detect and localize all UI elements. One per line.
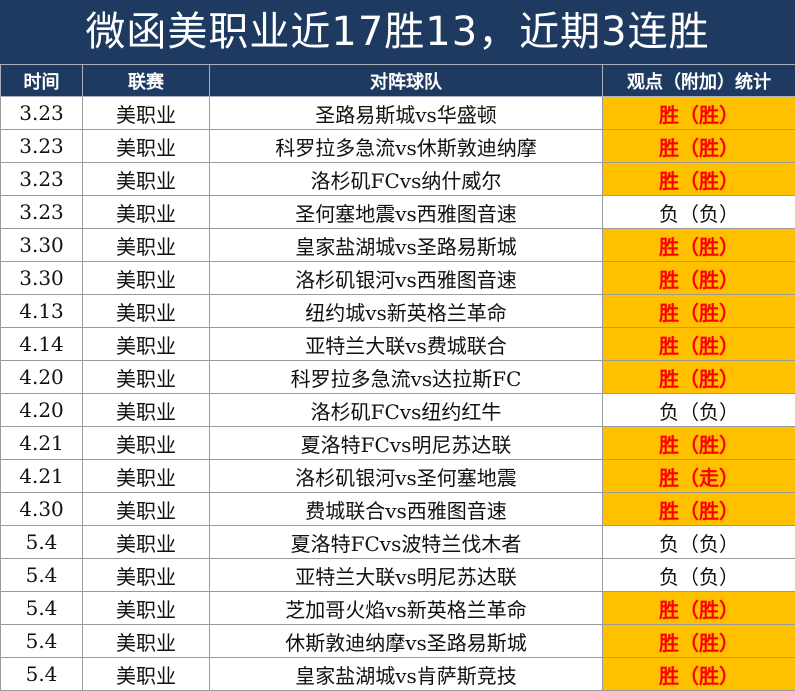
cell-match[interactable]: 纽约城vs新英格兰革命 — [209, 294, 603, 328]
table-row: 5.4 美职业 亚特兰大联vs明尼苏达联 负（负） — [0, 558, 795, 592]
cell-match[interactable]: 圣何塞地震vs西雅图音速 — [209, 195, 603, 229]
cell-date[interactable]: 4.13 — [0, 294, 83, 328]
cell-match[interactable]: 圣路易斯城vs华盛顿 — [209, 96, 603, 130]
table-row: 3.23 美职业 圣路易斯城vs华盛顿 胜（胜） — [0, 96, 795, 130]
cell-league[interactable]: 美职业 — [82, 327, 210, 361]
cell-result[interactable]: 胜（胜） — [602, 327, 795, 361]
cell-result[interactable]: 胜（胜） — [602, 294, 795, 328]
table-row: 4.13 美职业 纽约城vs新英格兰革命 胜（胜） — [0, 294, 795, 328]
cell-league[interactable]: 美职业 — [82, 96, 210, 130]
cell-date[interactable]: 3.23 — [0, 195, 83, 229]
table-row: 3.23 美职业 圣何塞地震vs西雅图音速 负（负） — [0, 195, 795, 229]
cell-league[interactable]: 美职业 — [82, 624, 210, 658]
cell-match[interactable]: 亚特兰大联vs费城联合 — [209, 327, 603, 361]
cell-match[interactable]: 科罗拉多急流vs休斯敦迪纳摩 — [209, 129, 603, 163]
cell-result[interactable]: 胜（胜） — [602, 360, 795, 394]
sheet-title: 微函美职业近17胜13，近期3连胜 — [0, 0, 795, 64]
cell-league[interactable]: 美职业 — [82, 591, 210, 625]
table-row: 4.20 美职业 科罗拉多急流vs达拉斯FC 胜（胜） — [0, 360, 795, 394]
cell-date[interactable]: 4.21 — [0, 426, 83, 460]
cell-result[interactable]: 胜（胜） — [602, 426, 795, 460]
cell-result[interactable]: 胜（走） — [602, 459, 795, 493]
cell-result[interactable]: 胜（胜） — [602, 492, 795, 526]
cell-date[interactable]: 4.20 — [0, 393, 83, 427]
table-row: 5.4 美职业 夏洛特FCvs波特兰伐木者 负（负） — [0, 525, 795, 559]
cell-league[interactable]: 美职业 — [82, 492, 210, 526]
cell-match[interactable]: 科罗拉多急流vs达拉斯FC — [209, 360, 603, 394]
cell-date[interactable]: 4.21 — [0, 459, 83, 493]
cell-date[interactable]: 3.23 — [0, 96, 83, 130]
cell-match[interactable]: 洛杉矶FCvs纽约红牛 — [209, 393, 603, 427]
cell-result[interactable]: 胜（胜） — [602, 162, 795, 196]
cell-league[interactable]: 美职业 — [82, 525, 210, 559]
cell-date[interactable]: 5.4 — [0, 657, 83, 691]
column-header-league: 联赛 — [82, 64, 210, 97]
cell-league[interactable]: 美职业 — [82, 228, 210, 262]
cell-date[interactable]: 4.14 — [0, 327, 83, 361]
cell-league[interactable]: 美职业 — [82, 657, 210, 691]
cell-match[interactable]: 皇家盐湖城vs圣路易斯城 — [209, 228, 603, 262]
cell-result[interactable]: 负（负） — [602, 195, 795, 229]
table-row: 4.30 美职业 费城联合vs西雅图音速 胜（胜） — [0, 492, 795, 526]
cell-result[interactable]: 负（负） — [602, 558, 795, 592]
table-row: 4.21 美职业 夏洛特FCvs明尼苏达联 胜（胜） — [0, 426, 795, 460]
column-header-stats: 观点（附加）统计 — [602, 64, 795, 97]
table-row: 3.23 美职业 洛杉矶FCvs纳什威尔 胜（胜） — [0, 162, 795, 196]
cell-match[interactable]: 费城联合vs西雅图音速 — [209, 492, 603, 526]
cell-league[interactable]: 美职业 — [82, 558, 210, 592]
cell-league[interactable]: 美职业 — [82, 162, 210, 196]
table-row: 4.21 美职业 洛杉矶银河vs圣何塞地震 胜（走） — [0, 459, 795, 493]
cell-league[interactable]: 美职业 — [82, 129, 210, 163]
cell-result[interactable]: 负（负） — [602, 525, 795, 559]
cell-match[interactable]: 夏洛特FCvs波特兰伐木者 — [209, 525, 603, 559]
table-row: 3.30 美职业 洛杉矶银河vs西雅图音速 胜（胜） — [0, 261, 795, 295]
cell-match[interactable]: 皇家盐湖城vs肯萨斯竞技 — [209, 657, 603, 691]
cell-date[interactable]: 4.20 — [0, 360, 83, 394]
cell-result[interactable]: 胜（胜） — [602, 96, 795, 130]
cell-date[interactable]: 3.30 — [0, 261, 83, 295]
cell-league[interactable]: 美职业 — [82, 459, 210, 493]
cell-date[interactable]: 5.4 — [0, 624, 83, 658]
cell-result[interactable]: 胜（胜） — [602, 129, 795, 163]
cell-match[interactable]: 洛杉矶银河vs西雅图音速 — [209, 261, 603, 295]
cell-result[interactable]: 胜（胜） — [602, 624, 795, 658]
cell-result[interactable]: 胜（胜） — [602, 657, 795, 691]
cell-match[interactable]: 休斯敦迪纳摩vs圣路易斯城 — [209, 624, 603, 658]
table-row: 5.4 美职业 休斯敦迪纳摩vs圣路易斯城 胜（胜） — [0, 624, 795, 658]
cell-match[interactable]: 洛杉矶FCvs纳什威尔 — [209, 162, 603, 196]
table-body: 3.23 美职业 圣路易斯城vs华盛顿 胜（胜） 3.23 美职业 科罗拉多急流vs休斯敦迪… — [0, 96, 795, 691]
table-row: 5.4 美职业 皇家盐湖城vs肯萨斯竞技 胜（胜） — [0, 657, 795, 691]
cell-date[interactable]: 5.4 — [0, 525, 83, 559]
table-row: 5.4 美职业 芝加哥火焰vs新英格兰革命 胜（胜） — [0, 591, 795, 625]
cell-match[interactable]: 洛杉矶银河vs圣何塞地震 — [209, 459, 603, 493]
cell-match[interactable]: 夏洛特FCvs明尼苏达联 — [209, 426, 603, 460]
cell-result[interactable]: 负（负） — [602, 393, 795, 427]
cell-result[interactable]: 胜（胜） — [602, 228, 795, 262]
column-header-match: 对阵球队 — [209, 64, 603, 97]
header-row: 时间 联赛 对阵球队 观点（附加）统计 — [0, 64, 795, 97]
cell-league[interactable]: 美职业 — [82, 261, 210, 295]
cell-date[interactable]: 3.23 — [0, 162, 83, 196]
column-header-time: 时间 — [0, 64, 83, 97]
cell-league[interactable]: 美职业 — [82, 426, 210, 460]
cell-league[interactable]: 美职业 — [82, 294, 210, 328]
cell-match[interactable]: 芝加哥火焰vs新英格兰革命 — [209, 591, 603, 625]
cell-match[interactable]: 亚特兰大联vs明尼苏达联 — [209, 558, 603, 592]
cell-date[interactable]: 3.30 — [0, 228, 83, 262]
cell-league[interactable]: 美职业 — [82, 393, 210, 427]
cell-league[interactable]: 美职业 — [82, 360, 210, 394]
table-row: 3.23 美职业 科罗拉多急流vs休斯敦迪纳摩 胜（胜） — [0, 129, 795, 163]
cell-result[interactable]: 胜（胜） — [602, 591, 795, 625]
cell-result[interactable]: 胜（胜） — [602, 261, 795, 295]
table-row: 4.20 美职业 洛杉矶FCvs纽约红牛 负（负） — [0, 393, 795, 427]
cell-date[interactable]: 5.4 — [0, 591, 83, 625]
cell-date[interactable]: 5.4 — [0, 558, 83, 592]
cell-league[interactable]: 美职业 — [82, 195, 210, 229]
table-row: 3.30 美职业 皇家盐湖城vs圣路易斯城 胜（胜） — [0, 228, 795, 262]
cell-date[interactable]: 3.23 — [0, 129, 83, 163]
cell-date[interactable]: 4.30 — [0, 492, 83, 526]
results-table: 时间 联赛 对阵球队 观点（附加）统计 3.23 美职业 圣路易斯城vs华盛顿 胜（胜… — [0, 64, 795, 691]
table-row: 4.14 美职业 亚特兰大联vs费城联合 胜（胜） — [0, 327, 795, 361]
